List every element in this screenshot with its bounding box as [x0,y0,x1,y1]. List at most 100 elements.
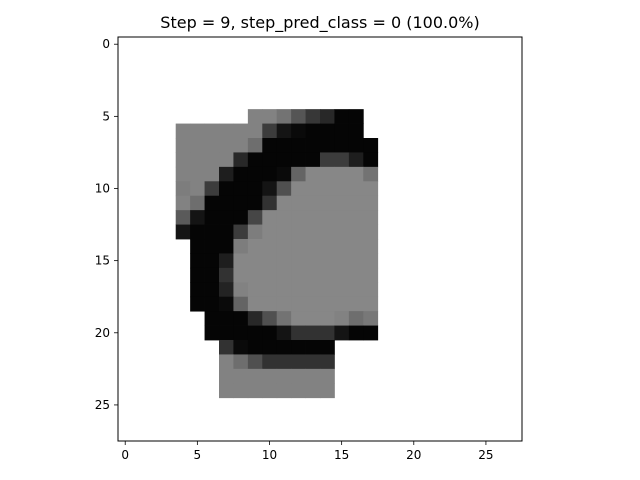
pixel-cell [276,267,292,283]
pixel-cell [320,325,335,341]
pixel-cell [363,253,379,269]
pixel-cell [305,354,321,370]
pixel-cell [320,166,335,182]
pixel-cell [204,296,220,312]
pixel-cell [219,239,234,254]
pixel-cell [320,383,335,399]
pixel-cell [363,282,379,298]
pixel-cell [305,224,321,240]
pixel-cell [363,195,379,211]
pixel-cell [247,109,263,124]
pixel-cell [204,224,220,240]
pixel-cell [305,368,321,384]
x-tick-label: 20 [406,448,421,462]
pixel-cell [363,224,379,240]
pixel-cell [348,282,364,298]
pixel-cell [247,138,263,153]
pixel-cell [348,210,364,225]
pixel-cell [291,267,306,283]
pixel-cell [334,239,350,254]
y-tick-label: 20 [95,326,110,340]
pixel-cell [320,123,335,139]
pixel-cell [291,311,306,326]
pixel-cell [320,253,335,269]
pixel-cell [175,210,191,225]
pixel-cell [363,210,379,225]
pixel-cell [204,123,220,139]
pixel-cell [334,195,350,211]
pixel-cell [305,123,321,139]
pixel-cell [247,311,263,326]
x-tick-label: 25 [478,448,493,462]
pixel-cell [348,123,364,139]
pixel-cell [175,224,191,240]
pixel-cell [348,166,364,182]
pixel-cell [219,138,234,153]
pixel-cell [305,253,321,269]
pixel-cell [247,383,263,399]
pixel-cell [291,166,306,182]
pixel-cell [262,195,278,211]
pixel-cell [348,109,364,124]
pixel-cell [320,282,335,298]
pixel-cell [219,195,234,211]
pixel-cell [334,282,350,298]
pixel-cell [190,253,205,269]
pixel-cell [233,354,249,370]
pixel-cell [320,340,335,355]
pixel-cell [291,296,306,312]
pixel-cell [334,109,350,124]
pixel-cell [262,224,278,240]
pixel-cell [247,224,263,240]
pixel-cell [276,210,292,225]
pixel-cell [276,109,292,124]
pixel-cell [334,138,350,153]
pixel-cell [334,152,350,168]
pixel-cell [219,181,234,197]
pixel-cell [204,282,220,298]
pixel-cell [262,138,278,153]
pixel-cell [276,239,292,254]
pixel-cell [291,109,306,124]
y-axis: 0 5 10 15 20 25 [95,37,118,412]
pixel-cell [334,181,350,197]
pixel-cell [320,195,335,211]
pixel-cell [219,152,234,168]
pixel-cell [276,195,292,211]
pixel-cell [276,296,292,312]
pixel-cell [363,166,379,182]
pixel-cell [305,340,321,355]
pixel-cell [320,267,335,283]
pixel-cell [276,340,292,355]
pixel-cell [334,325,350,341]
pixel-cell [320,224,335,240]
pixel-cell [276,253,292,269]
pixel-cell [247,210,263,225]
pixel-cell [291,383,306,399]
pixel-cell [219,253,234,269]
pixel-cell [305,138,321,153]
pixel-cell [175,152,191,168]
pixel-cell [305,210,321,225]
pixel-cell [291,224,306,240]
pixel-cell [348,267,364,283]
pixel-cell [247,195,263,211]
pixel-cell [175,181,191,197]
pixel-cell [219,325,234,341]
pixel-cell [363,296,379,312]
pixel-cell [233,123,249,139]
pixel-cell [190,210,205,225]
pixel-cell [348,224,364,240]
pixel-cell [204,152,220,168]
pixel-cell [247,123,263,139]
pixel-cell [233,152,249,168]
pixel-cell [233,311,249,326]
pixel-cell [219,166,234,182]
pixel-cell [305,267,321,283]
y-tick-label: 15 [95,254,110,268]
pixel-cell [305,296,321,312]
pixel-cell [276,325,292,341]
pixel-cell [175,195,191,211]
pixel-cell [348,296,364,312]
pixel-cell [175,166,191,182]
